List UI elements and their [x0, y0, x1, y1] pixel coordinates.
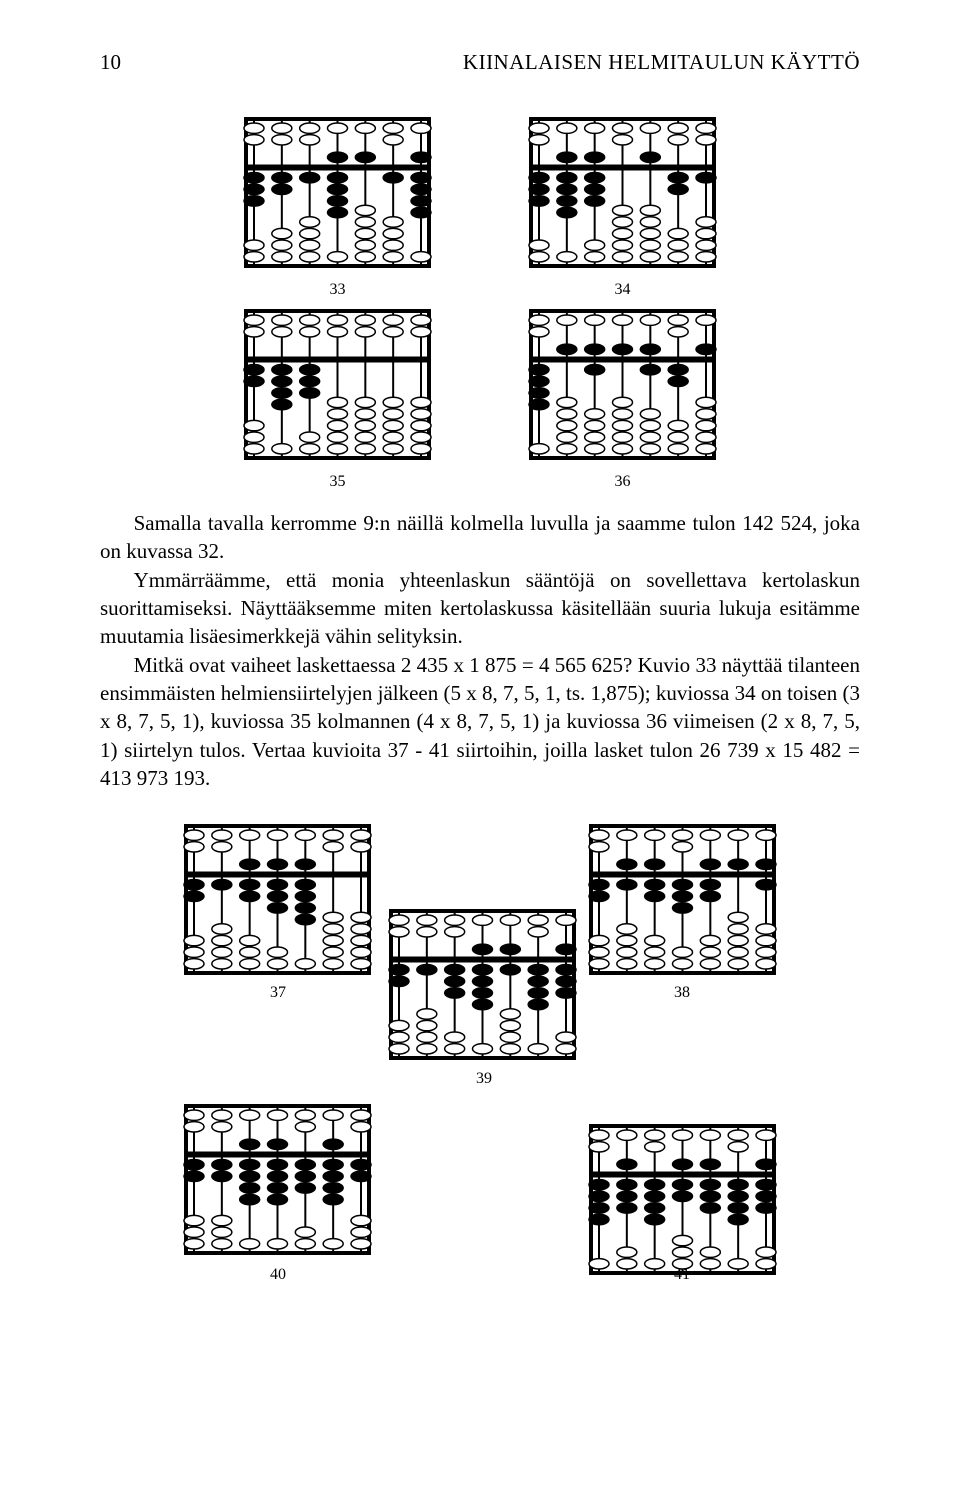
caption-38: 38: [674, 984, 690, 1002]
page-number: 10: [100, 50, 121, 75]
caption-36: 36: [615, 473, 631, 491]
figure-row-1: 33 34: [100, 115, 860, 299]
caption-40: 40: [270, 1266, 286, 1284]
paragraph-1: Samalla tavalla kerromme 9:n näillä kolm…: [100, 509, 860, 566]
caption-35: 35: [330, 473, 346, 491]
abacus-40: [180, 1102, 375, 1262]
abacus-34: [525, 115, 720, 275]
caption-41: 41: [674, 1266, 690, 1284]
bottom-figures: 37 38 39 40 41: [100, 822, 860, 1262]
abacus-35: [240, 307, 435, 467]
body-text: Samalla tavalla kerromme 9:n näillä kolm…: [100, 509, 860, 792]
abacus-38: [585, 822, 780, 982]
paragraph-3: Mitkä ovat vaiheet laskettaessa 2 435 x …: [100, 651, 860, 793]
caption-34: 34: [615, 281, 631, 299]
caption-33: 33: [330, 281, 346, 299]
running-header: 10 KIINALAISEN HELMITAULUN KÄYTTÖ: [100, 50, 860, 75]
abacus-37: [180, 822, 375, 982]
paragraph-2: Ymmärräämme, että monia yhteenlaskun sää…: [100, 566, 860, 651]
figure-row-2: 35 36: [100, 307, 860, 491]
caption-37: 37: [270, 984, 286, 1002]
header-title: KIINALAISEN HELMITAULUN KÄYTTÖ: [463, 50, 860, 75]
abacus-41: [585, 1122, 780, 1282]
abacus-33: [240, 115, 435, 275]
abacus-36: [525, 307, 720, 467]
caption-39: 39: [476, 1070, 492, 1088]
abacus-39: [385, 907, 580, 1067]
